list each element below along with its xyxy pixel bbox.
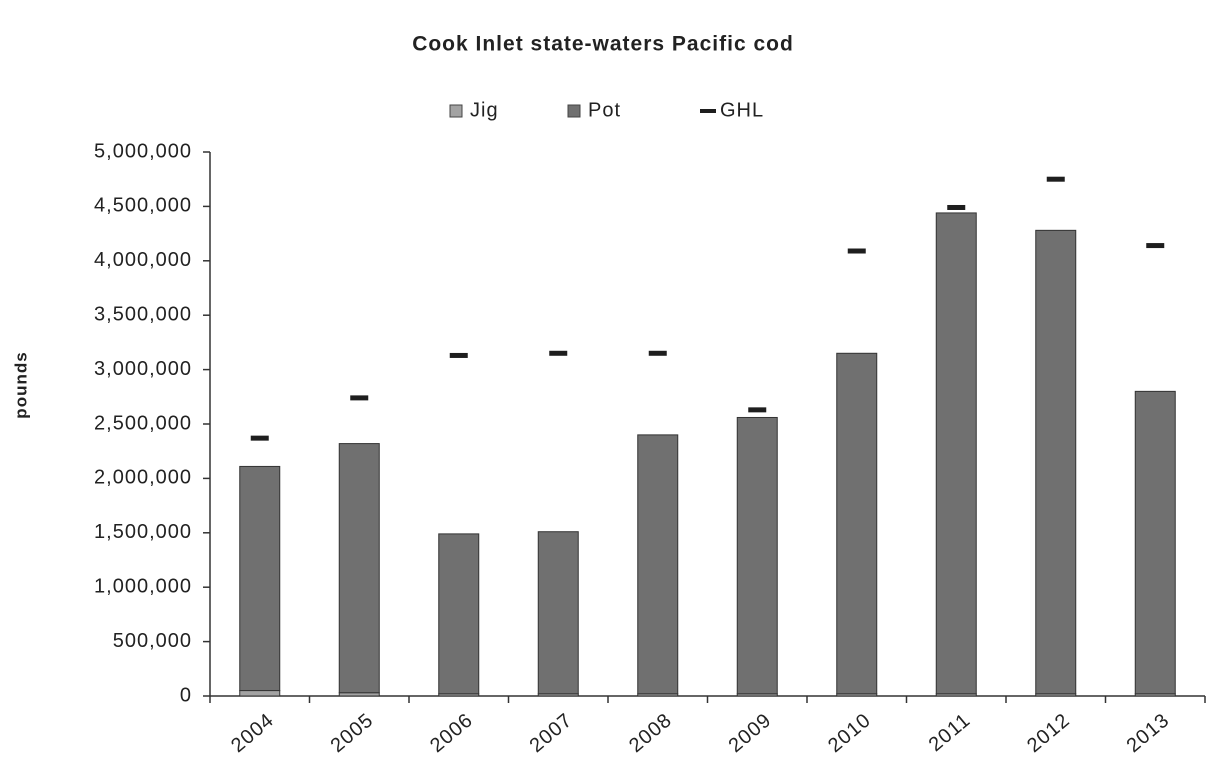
y-tick-label: 0 bbox=[180, 684, 192, 706]
x-tick-label: 2008 bbox=[625, 709, 676, 757]
bar-segment bbox=[438, 533, 480, 695]
legend-label: Pot bbox=[588, 99, 621, 121]
bar-segment bbox=[1035, 229, 1077, 695]
ghl-marker bbox=[947, 204, 966, 210]
y-tick-label: 5,000,000 bbox=[94, 140, 192, 162]
ghl-marker bbox=[748, 407, 767, 413]
legend-swatch bbox=[449, 104, 463, 118]
bar-segment bbox=[239, 690, 281, 697]
bar-segment bbox=[935, 212, 977, 695]
bar-segment bbox=[637, 434, 679, 695]
ghl-marker bbox=[1146, 243, 1165, 249]
bar-segment bbox=[338, 443, 380, 694]
y-tick-label: 1,500,000 bbox=[94, 521, 192, 543]
y-tick-label: 3,000,000 bbox=[94, 358, 192, 380]
y-tick-label: 2,500,000 bbox=[94, 412, 192, 434]
y-tick-label: 4,500,000 bbox=[94, 195, 192, 217]
chart-title: Cook Inlet state-waters Pacific cod bbox=[412, 33, 794, 56]
y-tick-label: 3,500,000 bbox=[94, 303, 192, 325]
x-tick-label: 2010 bbox=[824, 709, 875, 757]
x-tick-label: 2005 bbox=[327, 709, 378, 757]
x-tick-label: 2007 bbox=[526, 709, 577, 757]
bar-segment bbox=[836, 352, 878, 695]
y-tick-label: 1,000,000 bbox=[94, 575, 192, 597]
legend-label: GHL bbox=[720, 99, 764, 121]
x-tick-label: 2011 bbox=[925, 709, 975, 756]
x-tick-label: 2006 bbox=[426, 709, 477, 757]
y-axis-label: pounds bbox=[11, 351, 30, 418]
bar-segment bbox=[1134, 390, 1176, 695]
x-tick-label: 2013 bbox=[1123, 709, 1174, 757]
bar-segment bbox=[239, 465, 281, 692]
y-tick-label: 500,000 bbox=[113, 630, 192, 652]
x-tick-label: 2004 bbox=[227, 709, 278, 757]
ghl-marker bbox=[648, 350, 667, 356]
x-tick-label: 2009 bbox=[725, 709, 776, 757]
y-tick-label: 2,000,000 bbox=[94, 467, 192, 489]
legend-swatch bbox=[567, 104, 581, 118]
x-tick-label: 2012 bbox=[1023, 709, 1074, 757]
ghl-marker bbox=[1046, 176, 1065, 182]
ghl-marker bbox=[250, 435, 269, 441]
bar-segment bbox=[736, 416, 778, 695]
y-tick-label: 4,000,000 bbox=[94, 249, 192, 271]
bar-segment bbox=[537, 531, 579, 695]
legend-swatch bbox=[700, 109, 716, 113]
ghl-marker bbox=[549, 350, 568, 356]
ghl-marker bbox=[847, 248, 866, 254]
ghl-marker bbox=[449, 352, 468, 358]
ghl-marker bbox=[350, 395, 369, 401]
legend-label: Jig bbox=[470, 99, 499, 121]
